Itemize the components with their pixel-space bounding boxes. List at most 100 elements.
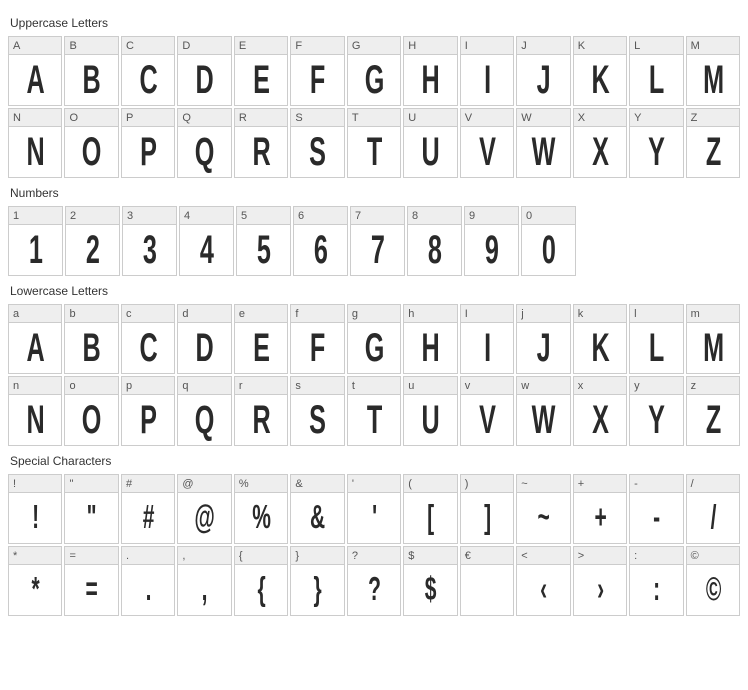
glyph-cell: )] xyxy=(460,474,514,544)
glyph-display: 1 xyxy=(17,223,54,278)
glyph-row: NNOOPPQQRRSSTTUUVVWWXXYYZZ xyxy=(8,108,740,178)
glyph-display: F xyxy=(299,53,336,108)
glyph-display: C xyxy=(130,53,167,108)
glyph-display: S xyxy=(299,393,336,448)
glyph-display: Z xyxy=(694,393,731,448)
glyph-cell: UU xyxy=(403,108,457,178)
glyph-display: F xyxy=(299,321,336,376)
glyph-cell: 33 xyxy=(122,206,177,276)
glyph-display: ~ xyxy=(525,491,562,546)
glyph-cell: 99 xyxy=(464,206,519,276)
glyph-display: 3 xyxy=(131,223,168,278)
glyph-cell: MM xyxy=(686,36,740,106)
glyph-cell: bB xyxy=(64,304,118,374)
glyph-cell: ,, xyxy=(177,546,231,616)
glyph-cell: xX xyxy=(573,376,627,446)
glyph-display: ] xyxy=(469,491,506,546)
glyph-display: % xyxy=(243,491,280,546)
glyph-cell: 66 xyxy=(293,206,348,276)
glyph-display: U xyxy=(412,125,449,180)
glyph-display: X xyxy=(582,125,619,180)
glyph-cell: JJ xyxy=(516,36,570,106)
glyph-display: 4 xyxy=(188,223,225,278)
glyph-cell: mM xyxy=(686,304,740,374)
glyph-cell: zZ xyxy=(686,376,740,446)
glyph-cell: yY xyxy=(629,376,683,446)
glyph-cell: gG xyxy=(347,304,401,374)
glyph-row: nNoOpPqQrRsStTuUvVwWxXyYzZ xyxy=(8,376,740,446)
glyph-display: + xyxy=(582,491,619,546)
glyph-display: & xyxy=(299,491,336,546)
glyph-cell: fF xyxy=(290,304,344,374)
glyph-cell: rR xyxy=(234,376,288,446)
glyph-cell: € xyxy=(460,546,514,616)
glyph-cell: dD xyxy=(177,304,231,374)
glyph-display: : xyxy=(638,563,675,618)
glyph-display: E xyxy=(243,53,280,108)
glyph-cell: lL xyxy=(629,304,683,374)
glyph-cell: ** xyxy=(8,546,62,616)
glyph-cell: jJ xyxy=(516,304,570,374)
glyph-cell: }} xyxy=(290,546,344,616)
glyph-cell: II xyxy=(460,36,514,106)
section-title: Special Characters xyxy=(10,454,740,468)
glyph-display: H xyxy=(412,53,449,108)
glyph-row: 11223344556677889900 xyxy=(8,206,740,276)
glyph-cell: YY xyxy=(629,108,683,178)
glyph-display: / xyxy=(694,491,731,546)
glyph-cell: RR xyxy=(234,108,288,178)
glyph-cell: -- xyxy=(629,474,683,544)
glyph-cell: :: xyxy=(629,546,683,616)
glyph-display: C xyxy=(130,321,167,376)
glyph-cell: TT xyxy=(347,108,401,178)
glyph-cell: LL xyxy=(629,36,683,106)
glyph-cell: == xyxy=(64,546,118,616)
glyph-display: B xyxy=(73,321,110,376)
glyph-display: = xyxy=(73,563,110,618)
glyph-display xyxy=(469,563,506,618)
glyph-display: P xyxy=(130,125,167,180)
glyph-display: H xyxy=(412,321,449,376)
glyph-cell: >› xyxy=(573,546,627,616)
glyph-display: ' xyxy=(356,491,393,546)
glyph-cell: ©© xyxy=(686,546,740,616)
glyph-display: " xyxy=(73,491,110,546)
glyph-row: !!""##@@%%&&''([)]~~++--// xyxy=(8,474,740,544)
glyph-cell: FF xyxy=(290,36,344,106)
glyph-cell: sS xyxy=(290,376,344,446)
glyph-display: V xyxy=(469,125,506,180)
glyph-display: { xyxy=(243,563,280,618)
glyph-cell: HH xyxy=(403,36,457,106)
glyph-cell: QQ xyxy=(177,108,231,178)
glyph-display: W xyxy=(525,125,562,180)
glyph-display: ‹ xyxy=(525,563,562,618)
glyph-cell: && xyxy=(290,474,344,544)
glyph-display: } xyxy=(299,563,336,618)
glyph-cell: nN xyxy=(8,376,62,446)
glyph-display: - xyxy=(638,491,675,546)
glyph-display: # xyxy=(130,491,167,546)
glyph-display: I xyxy=(469,53,506,108)
glyph-display: W xyxy=(525,393,562,448)
glyph-display: Y xyxy=(638,125,675,180)
glyph-display: 0 xyxy=(530,223,567,278)
glyph-display: 5 xyxy=(245,223,282,278)
glyph-display: › xyxy=(582,563,619,618)
glyph-display: ? xyxy=(356,563,393,618)
glyph-cell: "" xyxy=(64,474,118,544)
glyph-cell: 44 xyxy=(179,206,234,276)
glyph-cell: OO xyxy=(64,108,118,178)
glyph-cell: VV xyxy=(460,108,514,178)
font-character-map: Uppercase LettersAABBCCDDEEFFGGHHIIJJKKL… xyxy=(8,16,740,616)
glyph-display: N xyxy=(17,125,54,180)
glyph-display: K xyxy=(582,53,619,108)
glyph-cell: vV xyxy=(460,376,514,446)
glyph-display: V xyxy=(469,393,506,448)
glyph-display: 9 xyxy=(473,223,510,278)
glyph-cell: '' xyxy=(347,474,401,544)
glyph-cell: {{ xyxy=(234,546,288,616)
glyph-cell: 00 xyxy=(521,206,576,276)
glyph-display: O xyxy=(73,393,110,448)
glyph-cell: .. xyxy=(121,546,175,616)
glyph-display: M xyxy=(694,321,731,376)
